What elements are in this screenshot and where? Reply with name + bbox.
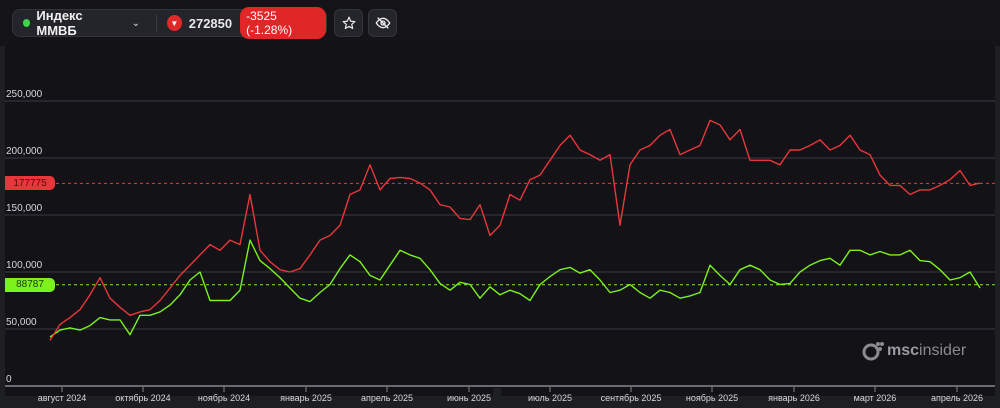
x-tick-label: апрель 2025 bbox=[361, 393, 413, 403]
y-tick-label: 50,000 bbox=[6, 317, 37, 328]
eye-off-icon bbox=[375, 17, 390, 29]
last-price: 272850 bbox=[188, 15, 233, 31]
triangle-down-icon: ▼ bbox=[166, 15, 182, 31]
x-tick-label: апрель 2026 bbox=[931, 393, 983, 403]
y-tick-label: 150,000 bbox=[6, 203, 43, 214]
series-line bbox=[49, 239, 981, 338]
chart-panel[interactable] bbox=[5, 46, 995, 396]
x-axis-segment bbox=[5, 388, 490, 396]
x-tick-label: октябрь 2024 bbox=[115, 393, 170, 403]
x-tick-label: ноябрь 2025 bbox=[686, 393, 738, 403]
divider bbox=[156, 14, 157, 32]
star-icon bbox=[342, 16, 355, 30]
x-tick-label: август 2024 bbox=[38, 393, 87, 403]
x-tick-label: январь 2025 bbox=[280, 393, 332, 403]
y-tick-label: 0 bbox=[6, 374, 12, 385]
status-dot bbox=[23, 19, 31, 27]
x-tick-label: июнь 2025 bbox=[447, 393, 491, 403]
instrument-selector[interactable]: Индекс ММВБ ⌄ ▼ 272850 -3525 (-1.28%) bbox=[12, 7, 327, 39]
x-tick-label: март 2026 bbox=[854, 393, 897, 403]
watermark-logo: msc insider bbox=[862, 341, 966, 361]
x-tick-label: ноябрь 2024 bbox=[198, 393, 250, 403]
y-tick-label: 100,000 bbox=[6, 260, 43, 271]
price-label-green: 88787 bbox=[5, 277, 55, 292]
x-tick-label: сентябрь 2025 bbox=[601, 393, 662, 403]
hide-button[interactable] bbox=[368, 9, 397, 37]
favorite-button[interactable] bbox=[334, 9, 363, 37]
price-label-red: 177775 bbox=[5, 176, 55, 191]
watermark-brand: msc bbox=[887, 342, 920, 359]
x-tick-label: июль 2025 bbox=[528, 393, 572, 403]
toolbar: Индекс ММВБ ⌄ ▼ 272850 -3525 (-1.28%) bbox=[0, 0, 1000, 46]
logo-icon bbox=[862, 342, 884, 361]
y-tick-label: 250,000 bbox=[6, 89, 43, 100]
y-tick-label: 200,000 bbox=[6, 146, 43, 157]
ticker-name: Индекс ММВБ bbox=[36, 8, 83, 38]
watermark-brand2: insider bbox=[919, 342, 967, 359]
change-badge: -3525 (-1.28%) bbox=[240, 7, 326, 39]
series-line bbox=[49, 119, 981, 341]
x-tick-label: январь 2026 bbox=[768, 393, 820, 403]
chevron-down-icon[interactable]: ⌄ bbox=[131, 17, 141, 29]
